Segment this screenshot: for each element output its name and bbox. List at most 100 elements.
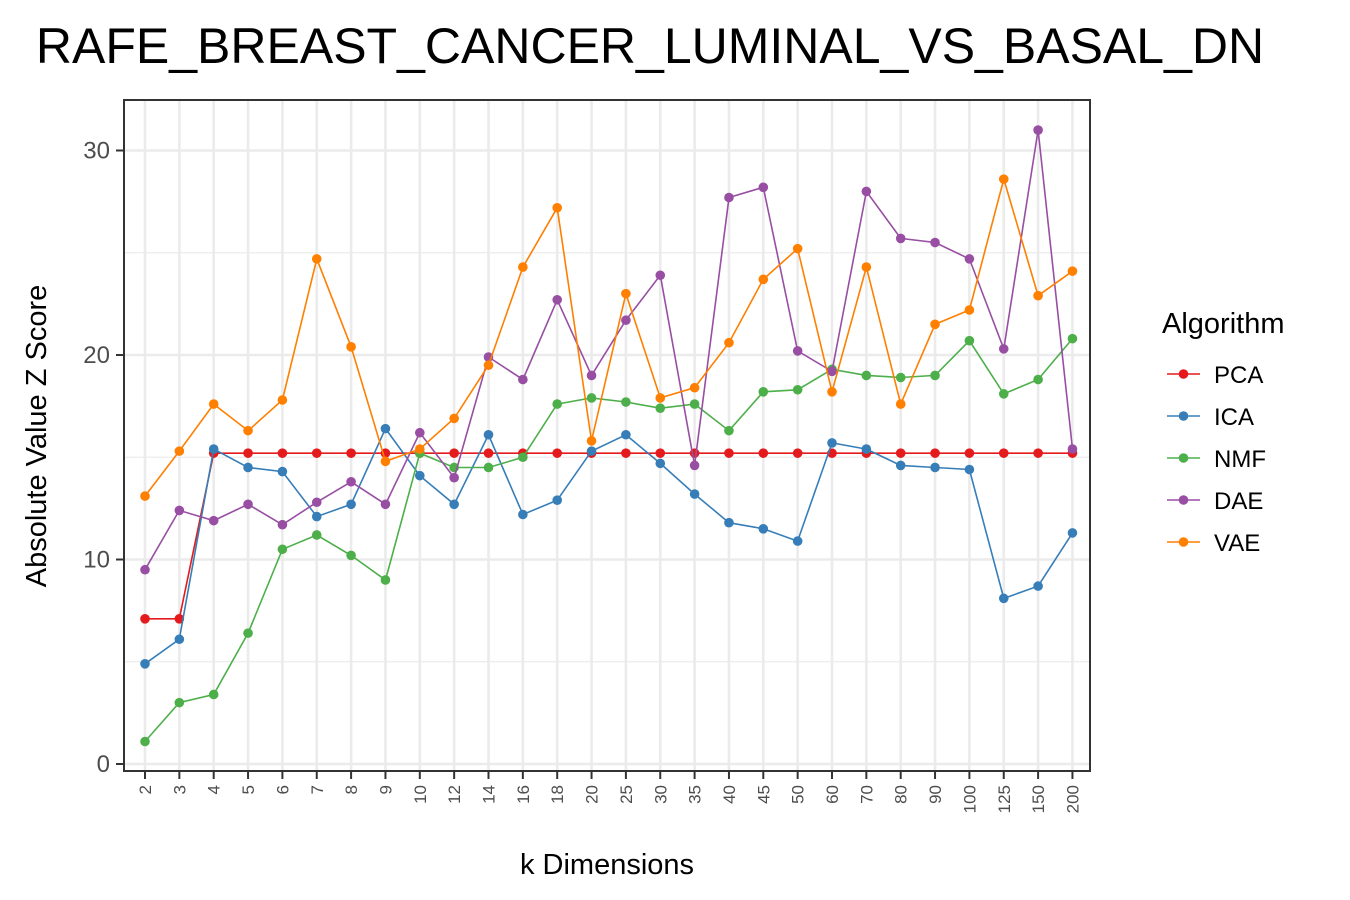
data-point-ica <box>998 593 1009 604</box>
data-point-nmf <box>689 399 700 409</box>
legend-item-dae: DAE <box>1167 488 1263 515</box>
data-point-vae <box>586 436 597 446</box>
legend-label: PCA <box>1214 362 1263 389</box>
data-point-vae <box>1067 266 1078 276</box>
plot-panel <box>124 100 1090 771</box>
data-point-vae <box>552 202 562 213</box>
x-tick-label: 6 <box>273 785 292 794</box>
legend-label: NMF <box>1214 446 1266 473</box>
x-tick-label: 40 <box>720 785 739 804</box>
data-point-ica <box>174 634 185 645</box>
data-point-dae <box>1067 444 1078 454</box>
data-point-ica <box>895 460 906 471</box>
data-point-vae <box>518 262 528 272</box>
series-line-nmf <box>144 338 1074 743</box>
data-point-pca <box>724 448 734 458</box>
data-point-vae <box>724 337 734 348</box>
data-point-pca <box>621 448 631 458</box>
data-point-vae <box>243 425 253 436</box>
data-point-dae <box>827 366 837 377</box>
data-point-pca <box>552 448 562 458</box>
x-tick-label: 35 <box>686 785 705 804</box>
data-point-dae <box>1033 125 1043 135</box>
legend-item-vae: VAE <box>1167 530 1260 557</box>
data-point-dae <box>895 233 906 244</box>
panel-border <box>123 99 1091 772</box>
data-point-vae <box>174 446 185 456</box>
data-point-pca <box>1033 448 1043 458</box>
data-point-pca <box>277 448 288 458</box>
data-point-ica <box>792 536 803 546</box>
data-point-ica <box>243 462 253 473</box>
y-tick-label: 0 <box>97 751 110 778</box>
data-point-dae <box>621 315 631 326</box>
data-point-vae <box>861 262 872 272</box>
data-point-ica <box>621 429 631 440</box>
data-point-dae <box>724 192 734 203</box>
data-point-dae <box>415 427 425 438</box>
x-tick-label: 25 <box>617 785 636 804</box>
data-point-ica <box>930 462 940 473</box>
data-point-dae <box>552 294 562 305</box>
data-point-dae <box>998 344 1009 354</box>
data-point-vae <box>998 174 1009 184</box>
data-point-ica <box>861 444 872 454</box>
data-point-dae <box>449 472 459 483</box>
data-point-vae <box>380 456 391 467</box>
legend-item-nmf: NMF <box>1167 446 1266 473</box>
x-tick-label: 60 <box>823 785 842 804</box>
legend-label: ICA <box>1214 404 1254 431</box>
data-point-pca <box>140 614 150 624</box>
x-tick-label: 200 <box>1063 785 1082 813</box>
x-tick-label: 3 <box>170 785 189 794</box>
x-tick-label: 8 <box>342 785 361 794</box>
data-point-vae <box>346 342 356 352</box>
data-point-ica <box>380 423 391 434</box>
series-line-ica <box>144 427 1074 665</box>
y-tick-label: 10 <box>83 547 110 574</box>
data-point-pca <box>449 448 459 458</box>
data-point-vae <box>1033 290 1043 301</box>
legend-item-ica: ICA <box>1167 404 1254 431</box>
data-point-vae <box>277 395 288 405</box>
legend-key-point <box>1178 453 1189 463</box>
legend-key-point <box>1178 537 1189 547</box>
data-point-dae <box>243 499 253 510</box>
series-line-pca <box>145 452 1073 620</box>
data-point-dae <box>861 186 872 197</box>
series-line-vae <box>144 176 1073 497</box>
data-point-nmf <box>174 697 185 708</box>
data-point-vae <box>449 413 459 424</box>
x-tick-label: 18 <box>548 785 567 804</box>
data-point-ica <box>1067 528 1078 538</box>
data-point-dae <box>208 515 219 526</box>
data-point-vae <box>827 387 837 397</box>
data-point-nmf <box>552 399 562 409</box>
data-point-vae <box>483 360 494 371</box>
data-point-vae <box>792 243 803 254</box>
data-point-vae <box>964 305 975 315</box>
data-point-ica <box>449 499 459 510</box>
data-point-ica <box>552 495 562 505</box>
data-point-nmf <box>243 628 253 638</box>
data-point-vae <box>311 254 322 264</box>
data-point-vae <box>689 382 700 393</box>
data-point-pca <box>243 448 253 458</box>
series-line-dae <box>144 129 1074 571</box>
data-point-dae <box>758 182 769 193</box>
x-tick-label: 80 <box>892 785 911 804</box>
legend-title: Algorithm <box>1162 308 1285 340</box>
data-point-ica <box>518 509 528 520</box>
data-point-ica <box>964 464 975 475</box>
data-point-vae <box>930 319 940 330</box>
data-point-ica <box>277 466 288 477</box>
legend-key-point <box>1178 411 1189 421</box>
data-point-nmf <box>895 372 906 383</box>
data-point-pca <box>792 448 803 458</box>
x-tick-label: 45 <box>754 785 773 804</box>
x-tick-label: 5 <box>239 785 258 794</box>
data-point-nmf <box>861 370 872 381</box>
data-point-nmf <box>964 335 975 346</box>
data-point-pca <box>998 448 1009 458</box>
